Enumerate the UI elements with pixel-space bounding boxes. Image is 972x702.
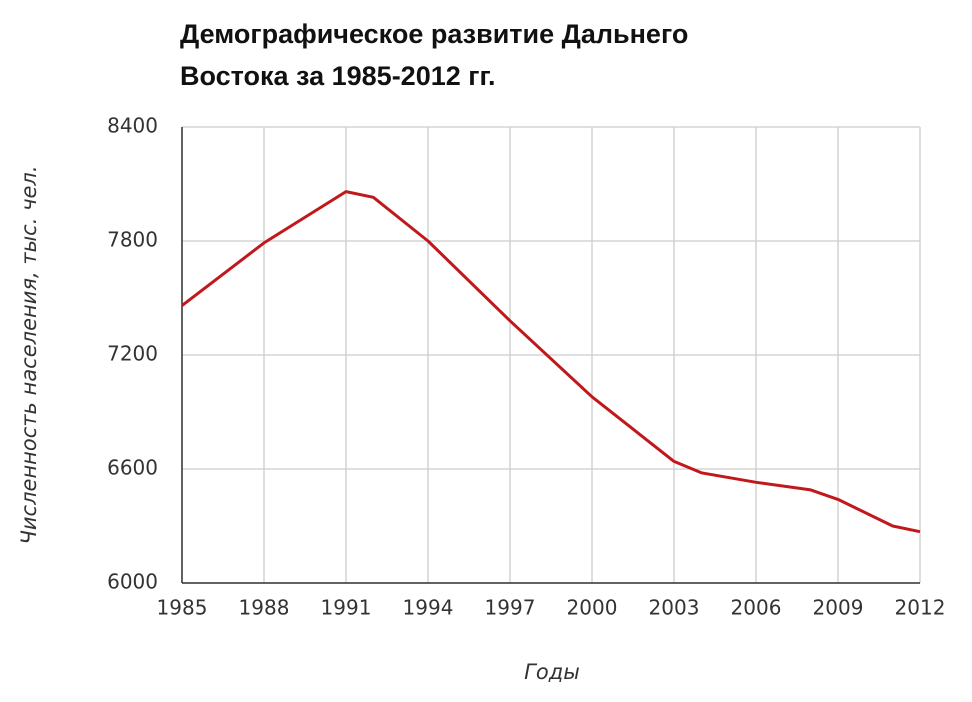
x-tick-label: 2003 bbox=[649, 596, 700, 620]
chart-title: Востока за 1985-2012 гг. bbox=[180, 61, 496, 91]
x-tick-label: 2012 bbox=[895, 596, 946, 620]
y-axis-label: Численность населения, тыс. чел. bbox=[17, 166, 41, 545]
x-tick-label: 2000 bbox=[567, 596, 618, 620]
x-tick-label: 1991 bbox=[321, 596, 372, 620]
x-tick-label: 1997 bbox=[485, 596, 536, 620]
x-tick-label: 1988 bbox=[239, 596, 290, 620]
x-axis-label: Годы bbox=[524, 660, 580, 684]
y-tick-label: 7800 bbox=[107, 228, 158, 252]
x-tick-label: 2009 bbox=[813, 596, 864, 620]
y-tick-label: 6600 bbox=[107, 456, 158, 480]
x-tick-label: 1985 bbox=[157, 596, 208, 620]
x-tick-label: 2006 bbox=[731, 596, 782, 620]
y-tick-label: 8400 bbox=[107, 114, 158, 138]
y-tick-label: 6000 bbox=[107, 570, 158, 594]
x-tick-label: 1994 bbox=[403, 596, 454, 620]
data-line bbox=[181, 190, 921, 534]
chart-title: Демографическое развитие Дальнего bbox=[180, 19, 688, 49]
y-tick-label: 7200 bbox=[107, 342, 158, 366]
